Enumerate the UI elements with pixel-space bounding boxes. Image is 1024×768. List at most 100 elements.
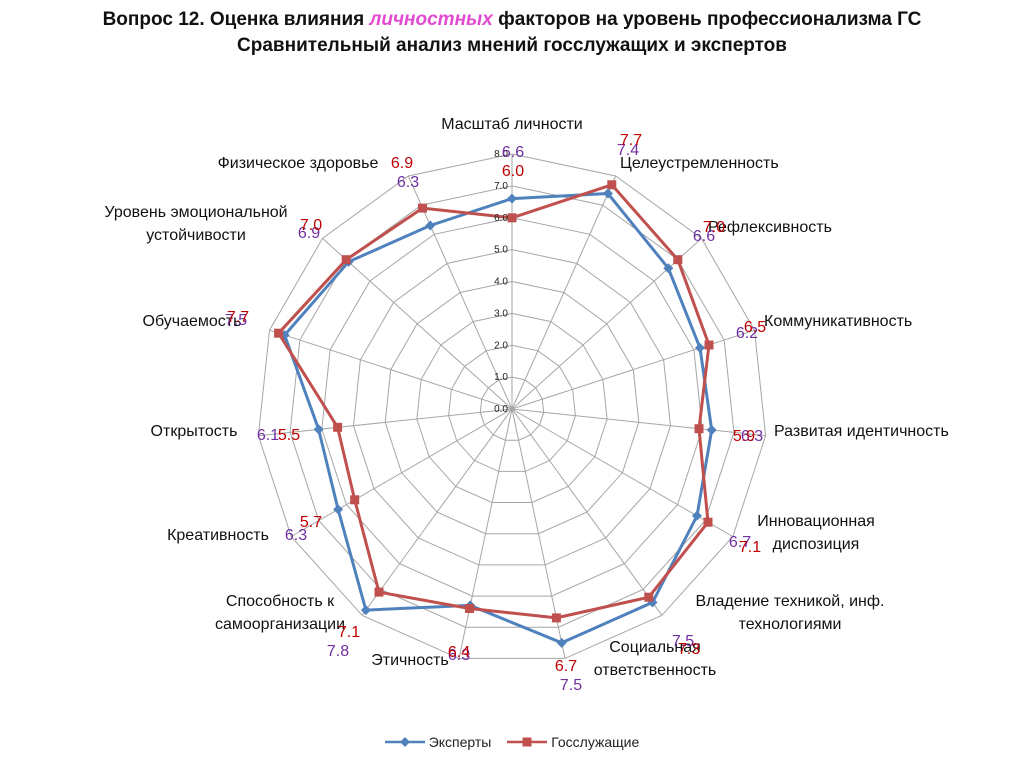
data-label-experts: 6.9	[298, 225, 320, 242]
legend-marker-gov	[507, 737, 548, 747]
point-experts	[425, 220, 436, 231]
tick-label: 1.0	[494, 372, 508, 383]
data-label-experts: 7.5	[225, 312, 247, 329]
data-label-experts: 6.6	[502, 144, 524, 161]
point-experts	[691, 510, 702, 521]
data-label-gov: 7.7	[620, 132, 642, 149]
data-label-gov: 6.9	[391, 155, 413, 172]
point-experts	[313, 424, 324, 435]
data-label-experts: 6.6	[693, 228, 715, 245]
data-label-gov: 5.7	[300, 514, 322, 531]
tick-label: 3.0	[494, 308, 508, 319]
data-label-experts: 6.3	[448, 647, 470, 664]
tick-label: 5.0	[494, 245, 508, 256]
category-label: Способность к самоорганизации	[215, 593, 345, 633]
grid-ring-8	[257, 153, 767, 659]
point-gov	[350, 495, 360, 505]
category-label: Целеустремленность	[620, 155, 779, 172]
point-gov	[703, 517, 713, 527]
grid-ring-7	[289, 185, 735, 628]
grid-spoke-6	[511, 408, 663, 616]
point-gov	[673, 255, 683, 265]
legend-marker-experts	[384, 737, 425, 747]
radar-grid	[257, 153, 767, 659]
grid-spoke-8	[458, 408, 513, 659]
point-gov	[704, 340, 714, 350]
data-label-experts: 6.7	[729, 534, 751, 551]
point-gov	[341, 255, 351, 265]
grid-spoke-4	[511, 408, 766, 437]
tick-label: 8.0	[494, 149, 508, 160]
data-label-gov: 7.0	[703, 219, 725, 236]
grid-ring-5	[352, 249, 672, 566]
data-label-experts: 6.3	[741, 428, 763, 445]
data-label-gov: 7.1	[739, 539, 761, 556]
category-label: Этичность	[371, 652, 449, 669]
category-label: Инновационная диспозиция	[757, 513, 875, 553]
tick-label: 0.0	[494, 404, 508, 415]
tick-label: 2.0	[494, 340, 508, 351]
data-label-experts: 7.5	[672, 633, 694, 650]
category-label: Обучаемость	[143, 313, 242, 330]
tick-label: 6.0	[494, 213, 508, 224]
point-gov	[465, 604, 475, 613]
grid-spoke-13	[322, 238, 513, 410]
point-gov	[418, 203, 427, 213]
data-label-gov: 6.4	[448, 644, 470, 661]
grid-ring-6	[321, 217, 703, 597]
grid-spoke-12	[269, 329, 513, 410]
data-label-experts: 6.3	[397, 174, 419, 191]
data-label-experts: 7.8	[327, 643, 349, 660]
point-gov	[644, 592, 654, 602]
data-label-experts: 7.5	[560, 677, 582, 694]
point-experts	[694, 342, 705, 353]
point-gov	[507, 213, 517, 223]
category-label: Креативность	[167, 527, 269, 544]
data-label-gov: 7.1	[338, 624, 360, 641]
title-suffix: факторов на уровень профессионализма ГС	[492, 9, 922, 30]
radial-tick-labels: 0.0 1.0 2.0 3.0 4.0 5.0 6.0 7.0 8.0	[494, 149, 508, 415]
data-label-experts: 6.2	[736, 325, 758, 342]
category-label: Масштаб личности	[441, 116, 583, 133]
category-label: Коммуникативность	[764, 313, 912, 330]
data-label-gov: 6.7	[555, 658, 577, 675]
tick-label: 7.0	[494, 181, 508, 192]
grid-ring-2	[448, 344, 576, 472]
title-prefix: Вопрос 12. Оценка влияния	[102, 9, 370, 30]
data-labels: 6.6 7.4 6.6 6.2 6.3 6.7 7.5 7.5 6.3 7.8 6.3 6.1 7.5 6…	[225, 132, 766, 694]
data-label-gov: 7.3	[678, 641, 700, 658]
point-experts	[507, 193, 517, 204]
grid-ring-1	[479, 376, 545, 441]
grid-spoke-9	[361, 408, 513, 616]
grid-spoke-14	[407, 175, 513, 410]
point-gov	[607, 180, 617, 190]
grid-ring-3	[416, 312, 608, 503]
series-line-gov	[277, 183, 711, 620]
point-gov	[694, 424, 704, 434]
point-gov	[333, 422, 343, 432]
radar-series	[274, 180, 717, 648]
point-experts	[556, 637, 567, 648]
legend: Эксперты Госслужащие	[0, 734, 1024, 751]
grid-spoke-3	[511, 329, 755, 410]
data-label-gov: 5.5	[278, 427, 300, 444]
title-highlight: личностных	[369, 9, 493, 30]
legend-item-gov: Госслужащие	[507, 734, 639, 750]
data-label-gov: 7.7	[227, 309, 249, 326]
category-labels: Масштаб личности Целеустремленность Рефлек…	[104, 116, 948, 679]
chart-title-line1: Вопрос 12. Оценка влияния личностных фак…	[0, 9, 1024, 31]
point-experts	[706, 424, 717, 435]
data-label-experts: 6.3	[285, 527, 307, 544]
data-label-gov: 5.9	[733, 428, 755, 445]
point-experts	[602, 188, 613, 199]
data-label-gov: 6.0	[502, 163, 524, 180]
category-label: Развитая идентичность	[774, 423, 949, 440]
data-label-gov: 6.5	[744, 319, 766, 336]
point-experts	[333, 504, 344, 515]
category-label: Уровень эмоциональной устойчивости	[104, 204, 287, 244]
series-line-experts	[283, 192, 714, 645]
grid-ring-4	[384, 280, 640, 535]
category-label: Открытость	[151, 423, 238, 440]
category-label: Физическое здоровье	[218, 155, 379, 172]
